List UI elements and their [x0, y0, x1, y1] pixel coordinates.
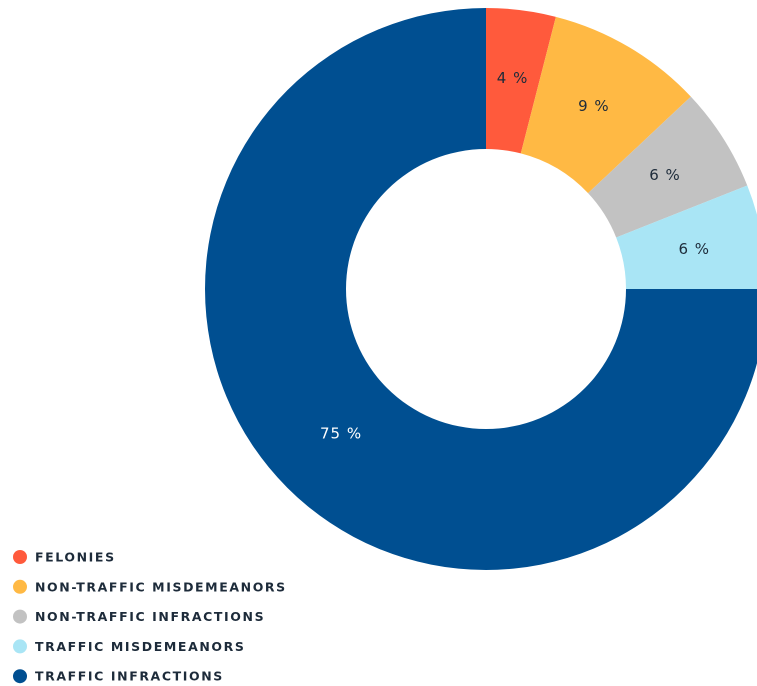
legend-swatch [13, 669, 27, 684]
legend-swatch [13, 609, 27, 624]
value-label: 9 % [578, 97, 610, 115]
legend-label: NON-TRAFFIC MISDEMEANORS [35, 579, 287, 594]
legend-swatch [13, 579, 27, 594]
donut-segment [616, 185, 757, 289]
value-label: 75 % [320, 424, 362, 442]
donut-segment [520, 16, 691, 194]
value-label: 4 % [497, 69, 529, 87]
donut-segment [588, 96, 748, 238]
legend-label: TRAFFIC INFRACTIONS [35, 669, 224, 684]
legend-label: TRAFFIC MISDEMEANORS [35, 639, 245, 654]
value-label: 6 % [649, 166, 681, 184]
legend-swatch [13, 639, 27, 654]
legend-label: FELONIES [35, 550, 116, 565]
donut-segment [486, 8, 556, 154]
legend-swatch [13, 550, 27, 564]
legend-label: NON-TRAFFIC INFRACTIONS [35, 609, 265, 624]
donut-segment [205, 8, 757, 570]
value-label: 6 % [678, 240, 710, 258]
